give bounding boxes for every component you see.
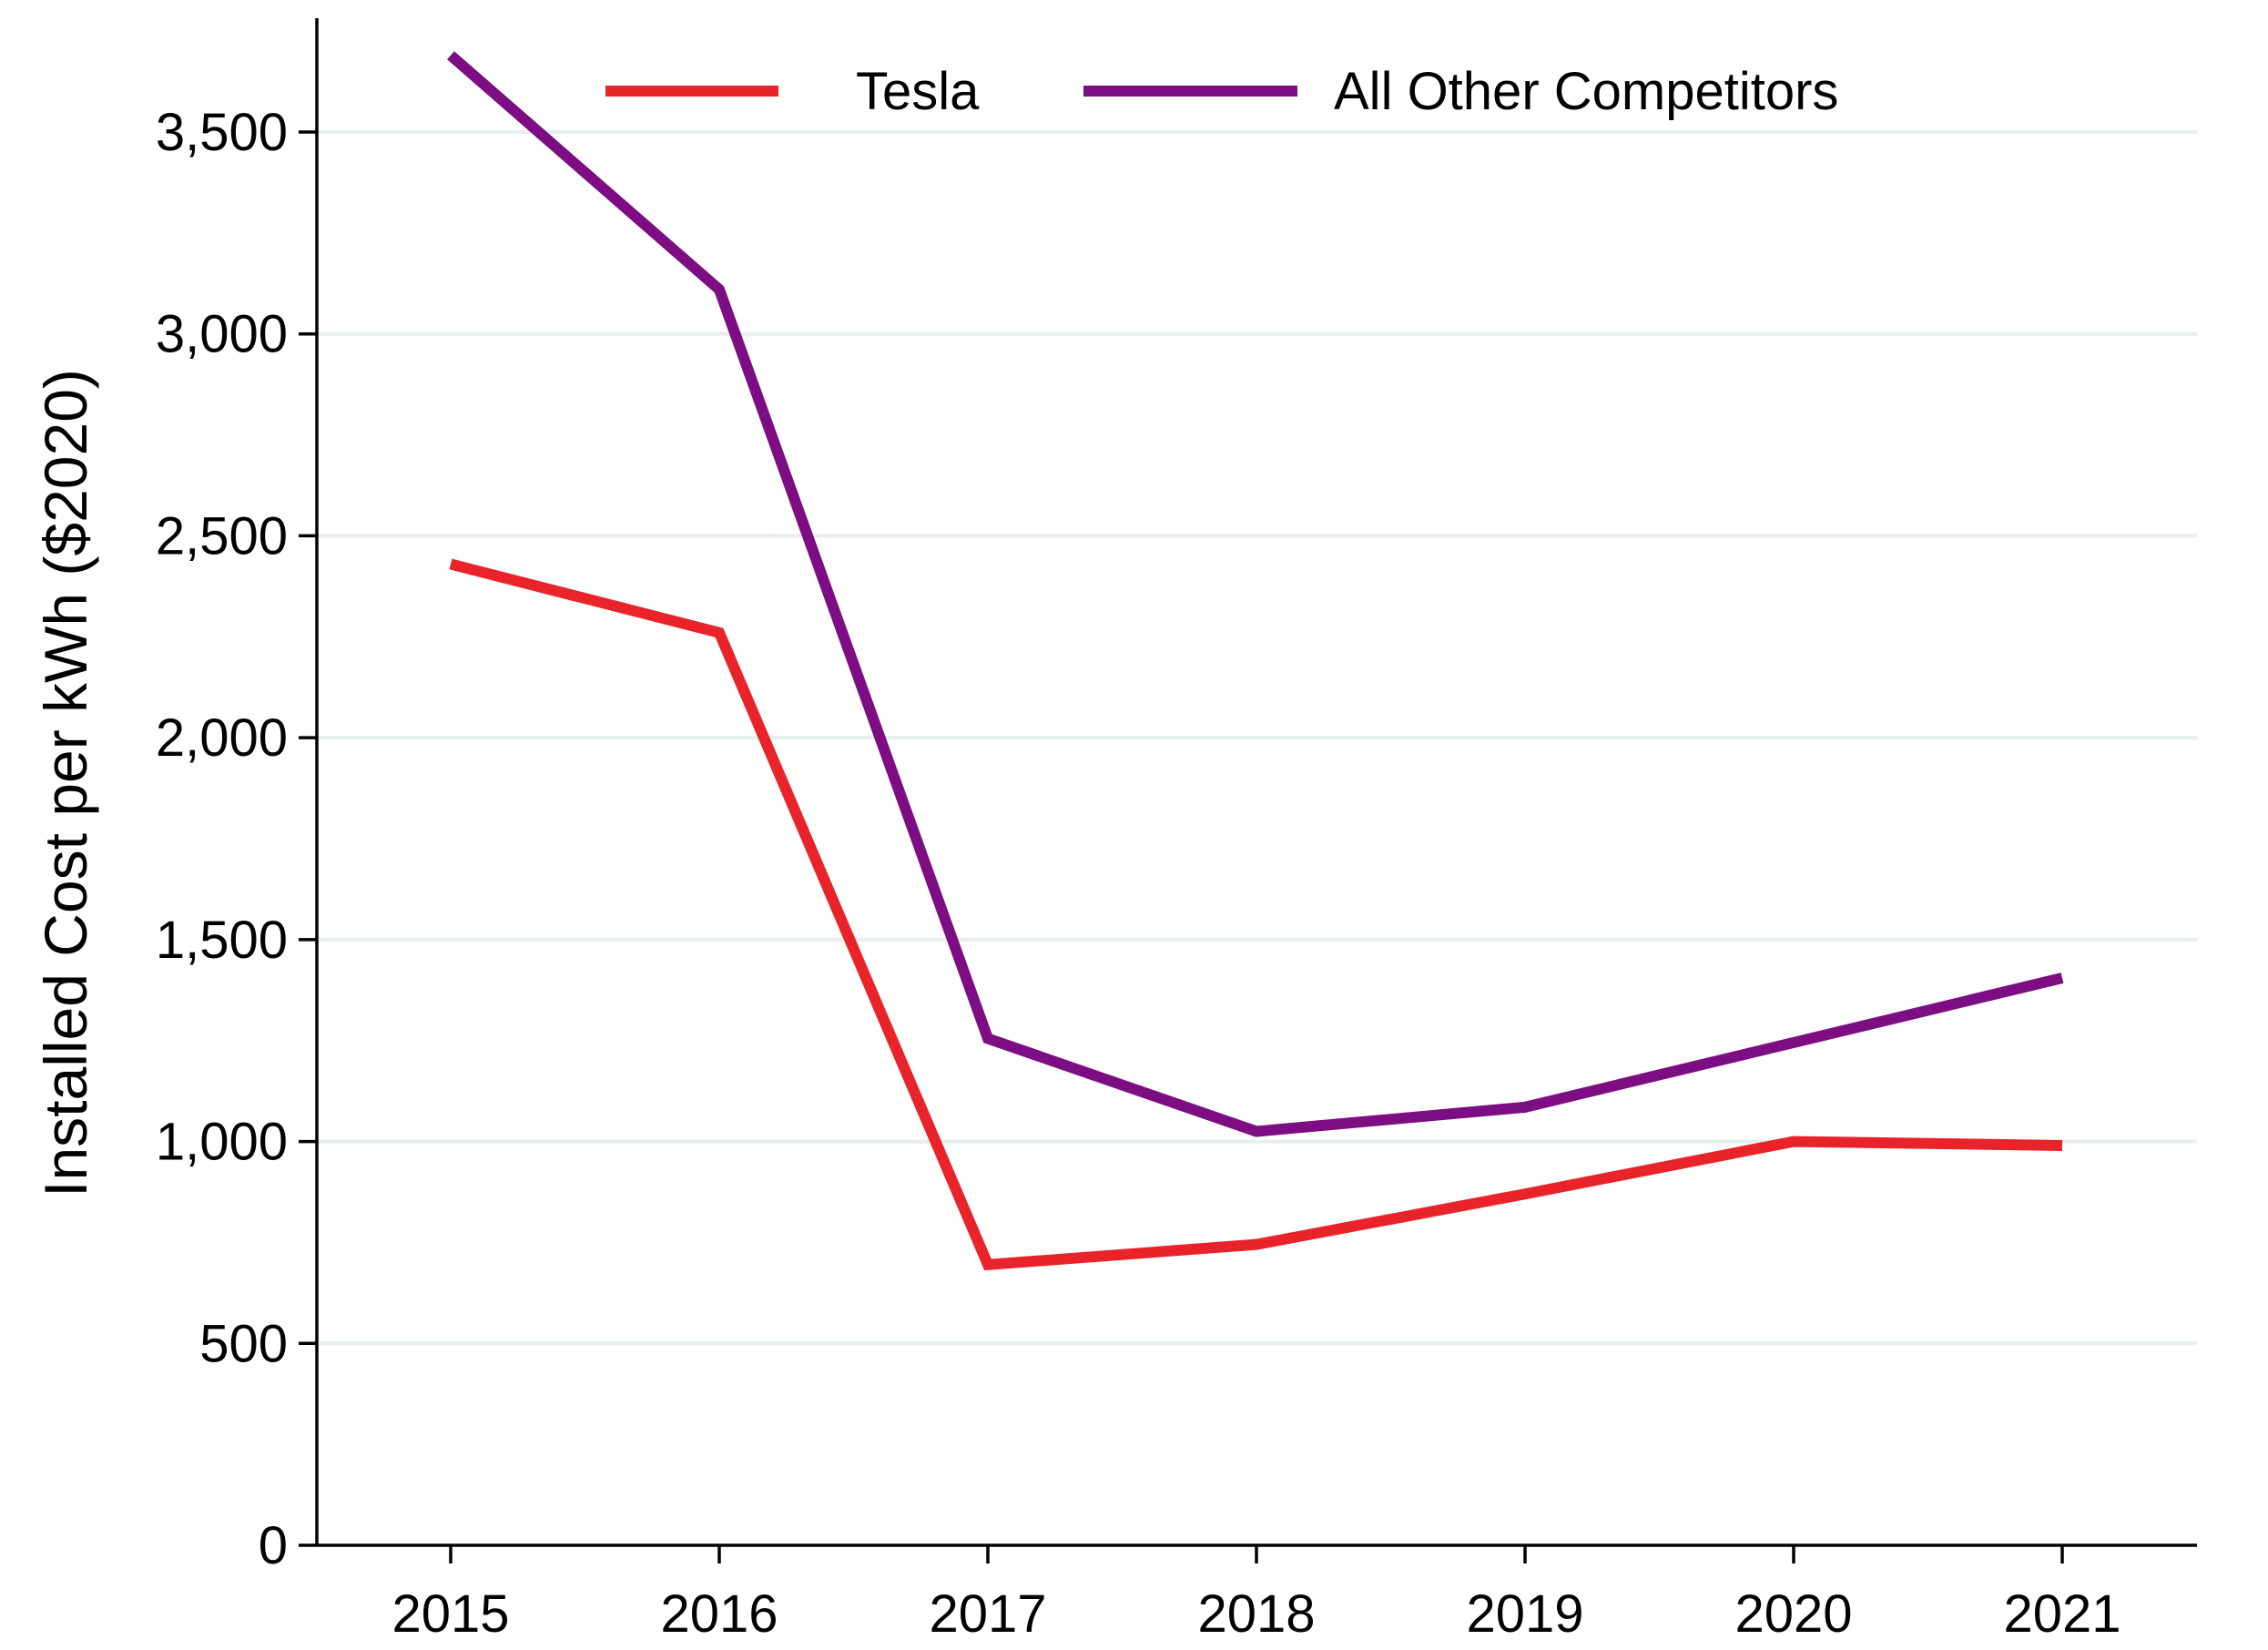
- y-tick-label: 2,500: [156, 506, 288, 565]
- y-tick-label: 1,000: [156, 1113, 288, 1172]
- x-tick-label: 2019: [1466, 1584, 1583, 1644]
- y-tick-label: 0: [259, 1516, 288, 1575]
- y-tick-label: 2,000: [156, 708, 288, 768]
- x-tick-label: 2015: [392, 1584, 509, 1644]
- gridlines: [317, 130, 2197, 1346]
- x-tick-label: 2017: [929, 1584, 1046, 1644]
- series-line-competitors: [447, 51, 2064, 1137]
- y-axis-ticks: 0 500 1,000 1,500 2,000 2,500 3,000 3,500: [156, 103, 317, 1575]
- series-lines: [447, 51, 2064, 1271]
- axes: [315, 18, 2197, 1547]
- y-tick-label: 3,500: [156, 103, 288, 162]
- legend-label: All Other Competitors: [1334, 62, 1838, 121]
- series-line-tesla: [449, 558, 2063, 1271]
- x-tick-label: 2020: [1734, 1584, 1852, 1644]
- x-tick-label: 2021: [2003, 1584, 2121, 1644]
- y-tick-label: 500: [199, 1314, 288, 1373]
- x-tick-label: 2016: [660, 1584, 778, 1644]
- legend-label: Tesla: [856, 62, 980, 121]
- legend: Tesla All Other Competitors: [605, 62, 1838, 121]
- x-axis-ticks: 2015 2016 2017 2018 2019 2020 2021: [392, 1545, 2121, 1644]
- x-tick-label: 2018: [1197, 1584, 1315, 1644]
- y-tick-label: 3,000: [156, 305, 288, 364]
- y-tick-label: 1,500: [156, 911, 288, 970]
- y-axis-title: Installed Cost per kWh ($2020): [32, 369, 99, 1197]
